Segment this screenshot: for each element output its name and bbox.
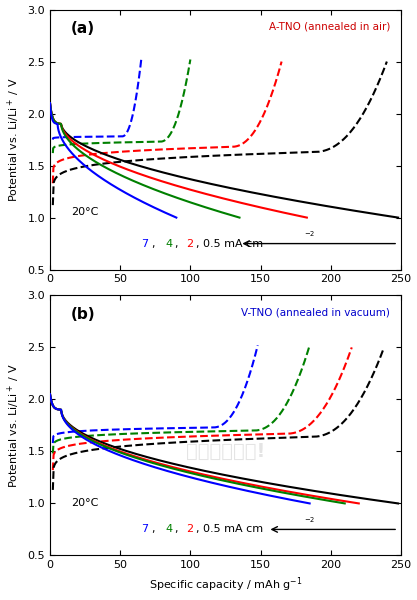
Text: 20°C: 20°C — [71, 208, 98, 217]
Text: , 0.5 mA cm: , 0.5 mA cm — [196, 239, 263, 248]
Text: , 0.5 mA cm: , 0.5 mA cm — [196, 524, 263, 535]
Text: 2: 2 — [186, 524, 193, 535]
Text: (a): (a) — [71, 21, 95, 36]
Text: 7: 7 — [141, 239, 148, 248]
Y-axis label: Potential vs. Li/Li$^+$ / V: Potential vs. Li/Li$^+$ / V — [5, 363, 22, 488]
Text: 20°C: 20°C — [71, 499, 98, 508]
Text: 日经技术在线!: 日经技术在线! — [186, 442, 265, 461]
Text: V-TNO (annealed in vacuum): V-TNO (annealed in vacuum) — [241, 307, 390, 317]
Text: 2: 2 — [186, 239, 193, 248]
Text: 4: 4 — [165, 239, 172, 248]
Text: ,: , — [175, 524, 182, 535]
Text: 4: 4 — [165, 524, 172, 535]
Text: (b): (b) — [71, 307, 95, 322]
Y-axis label: Potential vs. Li/Li$^+$ / V: Potential vs. Li/Li$^+$ / V — [5, 77, 22, 202]
Text: ,: , — [153, 524, 159, 535]
Text: $^{-2}$: $^{-2}$ — [304, 232, 315, 241]
Text: ,: , — [153, 239, 159, 248]
Text: 7: 7 — [141, 524, 148, 535]
X-axis label: Specific capacity / mAh g$^{-1}$: Specific capacity / mAh g$^{-1}$ — [148, 576, 302, 595]
Text: $^{-2}$: $^{-2}$ — [304, 517, 315, 527]
Text: A-TNO (annealed in air): A-TNO (annealed in air) — [269, 21, 390, 31]
Text: ,: , — [175, 239, 182, 248]
